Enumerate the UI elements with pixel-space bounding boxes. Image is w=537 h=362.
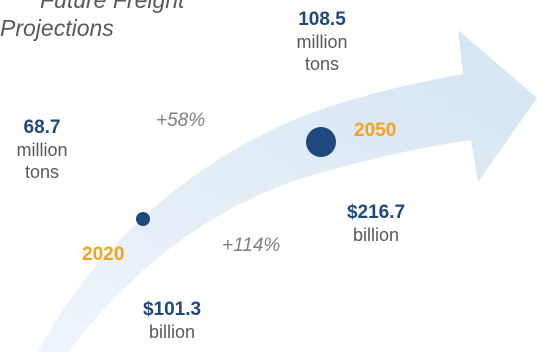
growth-arrow-shape: [38, 30, 537, 352]
page-title: Future Freight Projections: [0, 0, 184, 42]
year-2050-label: 2050: [354, 120, 397, 141]
tonnage-end-unit-line-1: million: [296, 32, 348, 52]
tonnage-start-label: 68.7 million tons: [0, 117, 84, 183]
tonnage-start-unit-line-2: tons: [24, 162, 60, 182]
value-end-unit: billion: [352, 225, 400, 245]
title-line-1: Future Freight: [40, 0, 185, 13]
value-growth-percent: +114%: [222, 235, 281, 256]
dot-2020-icon: [136, 212, 150, 226]
value-start-label: $101.3 billion: [130, 299, 214, 343]
value-end-amount: $216.7: [346, 202, 406, 223]
value-start-amount: $101.3: [142, 299, 202, 320]
tonnage-start-value: 68.7: [23, 117, 61, 138]
tonnage-end-value: 108.5: [298, 9, 346, 30]
tonnage-growth-percent: +58%: [156, 110, 206, 131]
year-2020-label: 2020: [82, 244, 125, 265]
title-line-2: Projections: [0, 15, 114, 41]
tonnage-end-unit-line-2: tons: [304, 54, 340, 74]
dot-2050-icon: [306, 127, 336, 157]
tonnage-start-unit-line-1: million: [16, 140, 68, 160]
value-end-label: $216.7 billion: [336, 202, 416, 246]
value-start-unit: billion: [148, 322, 196, 342]
tonnage-end-label: 108.5 million tons: [282, 9, 362, 75]
